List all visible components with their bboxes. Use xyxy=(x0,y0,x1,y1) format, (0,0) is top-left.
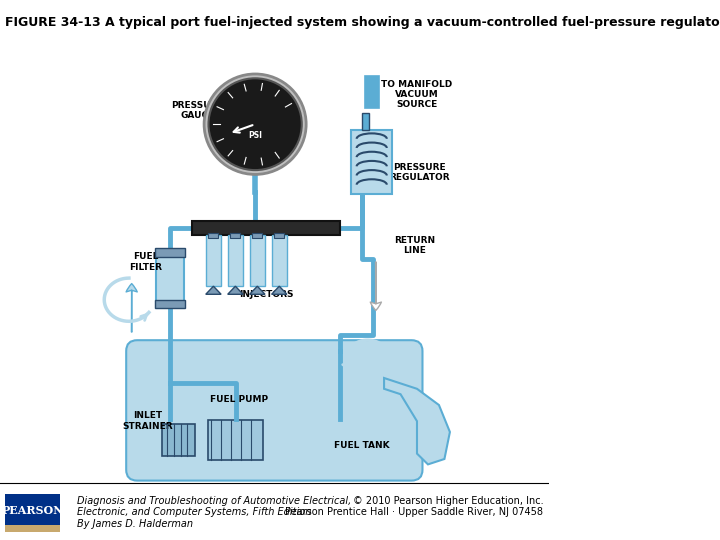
FancyBboxPatch shape xyxy=(228,235,243,286)
Text: PSI: PSI xyxy=(248,131,262,139)
FancyBboxPatch shape xyxy=(155,248,186,256)
Circle shape xyxy=(209,78,302,170)
FancyBboxPatch shape xyxy=(162,424,195,456)
Text: Diagnosis and Troubleshooting of Automotive Electrical,
Electronic, and Computer: Diagnosis and Troubleshooting of Automot… xyxy=(77,496,351,529)
Polygon shape xyxy=(228,286,243,294)
Text: FUEL
FILTER: FUEL FILTER xyxy=(129,252,162,272)
FancyBboxPatch shape xyxy=(271,235,287,286)
FancyBboxPatch shape xyxy=(351,130,392,194)
FancyBboxPatch shape xyxy=(206,235,221,286)
Text: RETURN
LINE: RETURN LINE xyxy=(394,236,435,255)
Polygon shape xyxy=(206,286,221,294)
Text: FUEL PUMP: FUEL PUMP xyxy=(210,395,268,404)
FancyArrowPatch shape xyxy=(370,262,382,310)
FancyBboxPatch shape xyxy=(209,233,218,238)
Text: © 2010 Pearson Higher Education, Inc.
Pearson Prentice Hall · Upper Saddle River: © 2010 Pearson Higher Education, Inc. Pe… xyxy=(285,496,543,517)
Text: PRESSURE
REGULATOR: PRESSURE REGULATOR xyxy=(390,163,450,183)
FancyBboxPatch shape xyxy=(6,494,60,532)
Text: PEARSON: PEARSON xyxy=(1,505,64,516)
Text: INJECTORS: INJECTORS xyxy=(239,290,293,299)
Text: FIGURE 34-13 A typical port fuel-injected system showing a vacuum-controlled fue: FIGURE 34-13 A typical port fuel-injecte… xyxy=(6,16,720,29)
FancyBboxPatch shape xyxy=(365,76,379,108)
FancyBboxPatch shape xyxy=(209,420,264,460)
FancyArrowPatch shape xyxy=(126,284,138,332)
FancyBboxPatch shape xyxy=(155,300,186,308)
Polygon shape xyxy=(384,378,450,464)
Text: TO MANIFOLD
VACUUM
SOURCE: TO MANIFOLD VACUUM SOURCE xyxy=(382,79,453,110)
Polygon shape xyxy=(250,286,265,294)
Text: INLET
STRAINER: INLET STRAINER xyxy=(123,411,174,431)
Text: PRESSURE
GAUGE: PRESSURE GAUGE xyxy=(171,101,224,120)
FancyBboxPatch shape xyxy=(192,221,340,235)
Polygon shape xyxy=(271,286,287,294)
FancyBboxPatch shape xyxy=(230,233,240,238)
Circle shape xyxy=(204,74,306,174)
FancyBboxPatch shape xyxy=(250,235,265,286)
FancyBboxPatch shape xyxy=(362,113,369,130)
FancyBboxPatch shape xyxy=(253,233,262,238)
FancyBboxPatch shape xyxy=(274,233,284,238)
FancyBboxPatch shape xyxy=(126,340,423,481)
FancyBboxPatch shape xyxy=(6,525,60,532)
FancyBboxPatch shape xyxy=(156,254,184,308)
Text: FUEL TANK: FUEL TANK xyxy=(334,441,390,450)
